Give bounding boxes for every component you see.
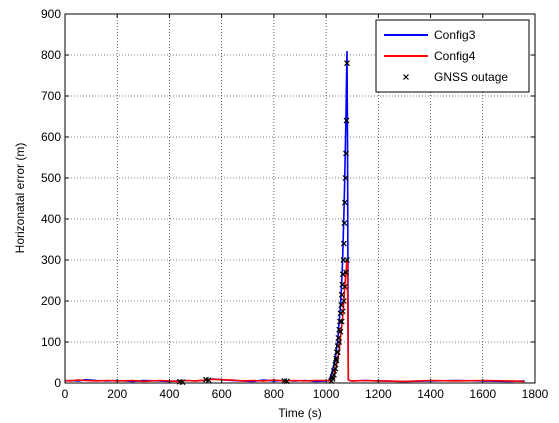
marker-stroke	[334, 343, 341, 350]
y-tick-label: 400	[41, 212, 61, 226]
grid	[65, 14, 535, 383]
marker-stroke	[333, 357, 340, 364]
y-axis-label: Horizonatal error (m)	[13, 143, 27, 254]
series-point-gnss-outage	[338, 291, 345, 298]
series-point-gnss-outage	[331, 371, 337, 378]
y-tick-label: 900	[41, 7, 61, 21]
marker-stroke	[329, 375, 336, 382]
legend-label: Config3	[434, 28, 476, 42]
series-point-gnss-outage	[205, 377, 212, 384]
marker-stroke	[203, 376, 209, 383]
series-point-gnss-outage	[341, 283, 348, 290]
x-tick-label: 1000	[313, 387, 340, 401]
series-point-gnss-outage	[341, 220, 348, 227]
marker-stroke	[342, 175, 349, 181]
series-point-gnss-outage	[344, 60, 350, 67]
marker-stroke	[336, 339, 343, 345]
x-tick-label: 1800	[522, 387, 549, 401]
marker-stroke	[339, 308, 346, 315]
y-tick-label: 200	[41, 294, 61, 308]
marker-stroke	[338, 318, 345, 325]
x-tick-label: 200	[107, 387, 127, 401]
marker-stroke	[337, 318, 343, 325]
y-tick-label: 700	[41, 89, 61, 103]
marker-stroke	[333, 349, 340, 356]
series-point-gnss-outage	[338, 302, 345, 309]
marker-stroke	[333, 355, 339, 362]
series-point-gnss-outage	[337, 328, 344, 335]
legend-item-config4: Config4	[384, 49, 476, 63]
series-point-gnss-outage	[340, 240, 347, 247]
x-tick-label: 400	[159, 387, 179, 401]
series-point-gnss-outage	[329, 375, 336, 382]
axes: 0 200 400 600 800 1000 1200 1400 1600 1800 0 100 200…	[41, 7, 549, 401]
x-tick-label: 600	[212, 387, 232, 401]
y-tick-label: 100	[41, 335, 61, 349]
y-tick-label: 600	[41, 130, 61, 144]
marker-stroke	[331, 371, 337, 378]
legend-label: GNSS outage	[434, 70, 508, 84]
marker-stroke	[179, 379, 186, 386]
marker-stroke	[341, 283, 348, 290]
marker-stroke	[344, 257, 350, 263]
legend-item-config3: Config3	[384, 28, 476, 42]
legend-label: Config4	[434, 49, 476, 63]
plot-frame	[64, 13, 536, 384]
series-point-gnss-outage	[179, 379, 186, 386]
x-axis-label: Time (s)	[278, 406, 322, 420]
x-tick-label: 0	[62, 387, 69, 401]
marker-stroke	[332, 365, 339, 372]
series-point-gnss-outage	[336, 339, 343, 345]
marker-stroke	[343, 269, 349, 276]
y-tick-label: 0	[54, 376, 61, 390]
marker-stroke	[339, 271, 346, 278]
y-tick-label: 300	[41, 253, 61, 267]
series-point-gnss-outage	[338, 318, 345, 325]
series-point-gnss-outage	[337, 318, 343, 325]
x-tick-label: 1200	[365, 387, 392, 401]
marker-stroke	[403, 74, 409, 80]
legend-swatch	[403, 74, 409, 80]
series-point-gnss-outage	[342, 175, 349, 181]
marker-stroke	[343, 150, 349, 157]
series-line-config4	[64, 259, 525, 383]
series-point-gnss-outage	[341, 199, 348, 206]
marker-stroke	[340, 298, 347, 304]
series-point-gnss-outage	[333, 349, 340, 356]
marker-stroke	[341, 220, 348, 227]
series-layer	[64, 50, 525, 386]
marker-stroke	[341, 199, 348, 206]
marker-stroke	[205, 377, 212, 384]
series-point-gnss-outage	[344, 257, 350, 263]
series-point-gnss-outage	[343, 269, 349, 276]
x-tick-label: 800	[264, 387, 284, 401]
x-tick-label: 1600	[469, 387, 496, 401]
x-tick-label: 1400	[417, 387, 444, 401]
series-point-gnss-outage	[340, 298, 347, 304]
marker-stroke	[344, 60, 350, 67]
y-tick-label: 800	[41, 48, 61, 62]
series-point-gnss-outage	[333, 357, 340, 364]
legend-item-gnss-outage: GNSS outage	[403, 70, 508, 84]
marker-stroke	[338, 291, 345, 298]
series-point-gnss-outage	[334, 349, 341, 356]
y-tick-label: 500	[41, 171, 61, 185]
marker-stroke	[338, 302, 345, 309]
series-point-gnss-outage	[339, 271, 346, 278]
series-point-gnss-outage	[343, 117, 350, 124]
series-point-gnss-outage	[332, 365, 339, 372]
legend: Config3 Config4 GNSS outage	[375, 19, 530, 93]
series-point-gnss-outage	[343, 150, 349, 157]
series-point-gnss-outage	[339, 308, 346, 315]
series-point-gnss-outage	[334, 343, 341, 350]
marker-stroke	[337, 328, 344, 335]
marker-stroke	[334, 349, 341, 356]
marker-stroke	[343, 117, 350, 124]
marker-stroke	[340, 240, 347, 247]
